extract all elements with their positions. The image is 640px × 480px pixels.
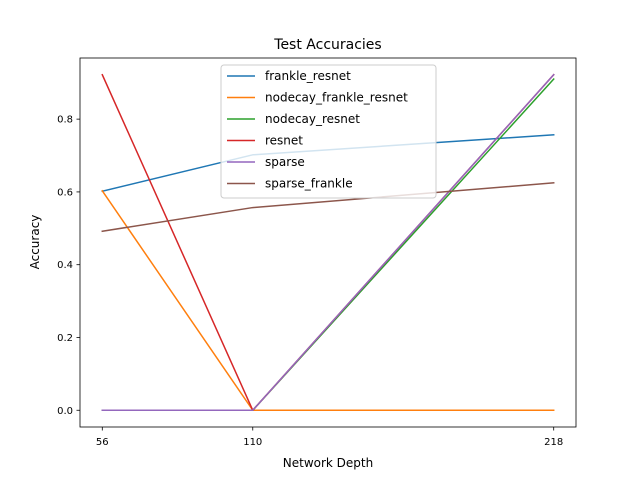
y-tick-label: 0.4 <box>57 260 73 271</box>
legend-label-nodecay-resnet: nodecay_resnet <box>265 112 360 126</box>
series-layer <box>101 73 555 412</box>
legend-label-frankle-resnet: frankle_resnet <box>265 69 351 83</box>
y-axis-label: Accuracy <box>28 215 42 270</box>
plot-frame <box>79 57 577 428</box>
x-tick-label: 56 <box>96 437 109 448</box>
legend-label-sparse-frankle: sparse_frankle <box>265 177 353 191</box>
y-tick-label: 0.6 <box>57 187 73 198</box>
chart-title: Test Accuracies <box>273 37 381 53</box>
ticks-layer: 56 110 218 0.0 0.2 0.4 0.6 0.8 <box>57 115 563 448</box>
legend-box <box>220 64 437 199</box>
series-line-sparse-frankle <box>101 182 555 233</box>
x-tick-label: 218 <box>544 437 563 448</box>
legend: frankle_resnet nodecay_frankle_resnetnode… <box>220 64 437 199</box>
x-axis-label: Network Depth <box>283 456 373 470</box>
series-line-sparse <box>101 73 555 412</box>
legend-label-nodecay-frankle-resnet: nodecay_frankle_resnet <box>265 91 408 105</box>
legend-label-sparse: sparse <box>265 155 305 169</box>
x-tick-label: 110 <box>243 437 262 448</box>
legend-label-resnet: resnet <box>265 134 303 148</box>
y-tick-label: 0.0 <box>57 406 73 417</box>
y-tick-label: 0.8 <box>57 115 73 126</box>
y-tick-label: 0.2 <box>57 333 73 344</box>
